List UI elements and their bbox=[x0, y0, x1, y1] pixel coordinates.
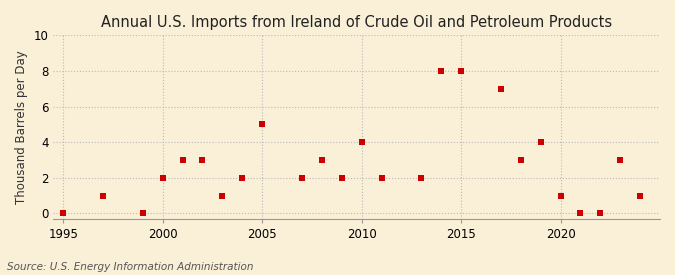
Point bbox=[356, 140, 367, 144]
Point bbox=[237, 175, 248, 180]
Point bbox=[575, 211, 586, 216]
Title: Annual U.S. Imports from Ireland of Crude Oil and Petroleum Products: Annual U.S. Imports from Ireland of Crud… bbox=[101, 15, 612, 30]
Point bbox=[376, 175, 387, 180]
Point bbox=[634, 193, 645, 198]
Point bbox=[157, 175, 168, 180]
Point bbox=[336, 175, 347, 180]
Point bbox=[515, 158, 526, 162]
Point bbox=[595, 211, 605, 216]
Point bbox=[317, 158, 327, 162]
Point bbox=[217, 193, 227, 198]
Point bbox=[256, 122, 267, 127]
Y-axis label: Thousand Barrels per Day: Thousand Barrels per Day bbox=[15, 50, 28, 204]
Point bbox=[615, 158, 626, 162]
Point bbox=[436, 69, 447, 73]
Point bbox=[416, 175, 427, 180]
Text: Source: U.S. Energy Information Administration: Source: U.S. Energy Information Administ… bbox=[7, 262, 253, 272]
Point bbox=[456, 69, 466, 73]
Point bbox=[495, 87, 506, 91]
Point bbox=[138, 211, 148, 216]
Point bbox=[178, 158, 188, 162]
Point bbox=[555, 193, 566, 198]
Point bbox=[58, 211, 69, 216]
Point bbox=[296, 175, 307, 180]
Point bbox=[535, 140, 546, 144]
Point bbox=[98, 193, 109, 198]
Point bbox=[197, 158, 208, 162]
